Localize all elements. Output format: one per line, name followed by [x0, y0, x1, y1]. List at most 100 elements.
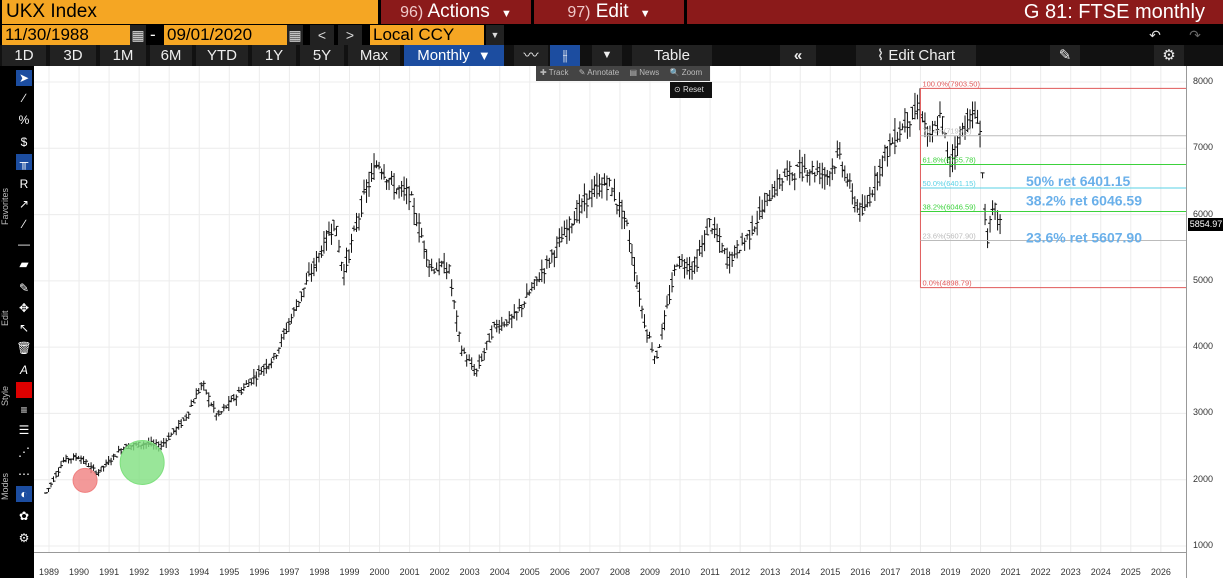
page-title: G 81: FTSE monthly — [687, 0, 1223, 24]
move-icon[interactable]: ✥ — [18, 301, 30, 315]
chart-mode-popup: ✚ Track ✎ Annotate ▤ News 🔍 Zoom — [536, 66, 710, 81]
period-ytd-button[interactable]: YTD — [196, 45, 248, 66]
fib-level-label: 0.0%(4898.79) — [922, 279, 972, 288]
text-style-icon[interactable]: A — [19, 363, 28, 377]
chevron-down-icon[interactable]: ▼ — [592, 45, 622, 66]
modes-section-label: Modes — [0, 472, 10, 500]
line-chart-icon[interactable]: 〰 — [514, 45, 548, 66]
redo-icon[interactable]: ↷ — [1180, 25, 1210, 45]
annotation-text: 23.6% ret 5607.90 — [1026, 230, 1142, 246]
chart-settings-icon: ⌇ — [876, 47, 889, 64]
period-6m-button[interactable]: 6M — [150, 45, 192, 66]
chevron-down-icon[interactable]: ▼ — [486, 25, 504, 45]
ray-tool-icon[interactable]: ∕ — [22, 217, 25, 231]
period-5y-button[interactable]: 5Y — [300, 45, 344, 66]
collapse-left-icon[interactable]: « — [780, 45, 816, 66]
chevron-down-icon: ▼ — [477, 48, 491, 63]
annotate-mode[interactable]: ✎ Annotate — [578, 68, 620, 77]
trendline-tool-icon[interactable]: ↗ — [18, 197, 30, 211]
x-tick-label: 1994 — [189, 567, 210, 577]
price-chart[interactable]: 100.0%(7903.50) 76.4%(7190.0) 61.8%(6755.7… — [34, 66, 1186, 552]
period-1m-button[interactable]: 1M — [100, 45, 146, 66]
x-tick-label: 1989 — [38, 567, 60, 577]
y-tick-label: 3000 — [1193, 407, 1214, 418]
date-range-bar: 11/30/1988 ▦ - 09/01/2020 ▦ < > Local CC… — [0, 24, 1223, 45]
y-tick-label: 1000 — [1193, 540, 1214, 550]
period-3d-button[interactable]: 3D — [50, 45, 96, 66]
line-style-icon[interactable]: ☰ — [18, 423, 30, 437]
x-tick-label: 2005 — [519, 567, 540, 577]
line-width-icon[interactable]: ≡ — [20, 403, 28, 417]
x-tick-label: 2000 — [369, 567, 390, 577]
prev-arrow-icon[interactable]: < — [310, 25, 334, 45]
reset-button[interactable]: ⊙ Reset — [670, 82, 712, 98]
x-tick-label: 1996 — [249, 567, 270, 577]
x-tick-label: 1995 — [219, 567, 240, 577]
annotation-text: 38.2% ret 6046.59 — [1026, 192, 1142, 208]
bar-chart-icon[interactable]: ⫲ — [550, 45, 580, 66]
settings-icon[interactable]: ⚙ — [18, 531, 30, 545]
period-1y-button[interactable]: 1Y — [252, 45, 296, 66]
undo-icon[interactable]: ↶ — [1140, 25, 1170, 45]
channel-tool-icon[interactable]: ▰ — [19, 257, 29, 271]
edit-chart-button[interactable]: ⌇ Edit Chart — [856, 45, 976, 66]
calendar-icon[interactable]: ▦ — [287, 25, 303, 45]
chevron-down-icon: ▼ — [501, 8, 512, 20]
snap-icon[interactable]: ⋯ — [18, 467, 30, 481]
percent-tool-icon[interactable]: % — [18, 113, 30, 127]
pencil-icon[interactable]: ✎ — [1050, 45, 1080, 66]
x-tick-label: 2021 — [1000, 567, 1021, 577]
x-tick-label: 2016 — [850, 567, 871, 577]
zoom-mode[interactable]: 🔍 Zoom — [669, 68, 703, 77]
edit-num: 97) — [567, 4, 591, 21]
draw-tool-icon[interactable]: ✎ — [18, 281, 30, 295]
end-date-field[interactable]: 09/01/2020 — [164, 25, 287, 45]
select-icon[interactable]: ↖ — [18, 321, 30, 335]
period-1d-button[interactable]: 1D — [2, 45, 46, 66]
chart-plot-area[interactable]: 100.0%(7903.50) 76.4%(7190.0) 61.8%(6755.7… — [34, 66, 1186, 552]
retracement-tool-icon[interactable]: ╥ — [16, 154, 32, 170]
track-mode[interactable]: ✚ Track — [540, 68, 569, 77]
x-tick-label: 1991 — [99, 567, 120, 577]
drawing-tools-panel: Favorites Edit Style Modes ➤ ∕ % $ ╥ R ↗… — [0, 66, 34, 578]
annotation-text: 50% ret 6401.15 — [1026, 173, 1131, 189]
r-tool-icon[interactable]: R — [19, 177, 29, 191]
x-tick-label: 2007 — [579, 567, 600, 577]
y-tick-label: 8000 — [1193, 76, 1214, 86]
fib-level-label: 23.6%(5607.90) — [922, 232, 976, 241]
start-date-field[interactable]: 11/30/1988 — [2, 25, 130, 45]
reset-icon: ⊙ — [674, 85, 681, 94]
table-button[interactable]: Table — [632, 45, 712, 66]
palette-icon[interactable]: ✿ — [18, 509, 30, 523]
color-swatch-icon[interactable] — [16, 382, 32, 398]
currency-field[interactable]: Local CCY — [370, 25, 484, 45]
frequency-label: Monthly — [417, 47, 470, 64]
x-tick-label: 2009 — [639, 567, 661, 577]
x-tick-label: 2017 — [880, 567, 901, 577]
favorites-section-label: Favorites — [0, 187, 10, 225]
gear-icon[interactable]: ⚙ — [1154, 45, 1184, 66]
news-mode[interactable]: ▤ News — [629, 68, 660, 77]
next-arrow-icon[interactable]: > — [338, 25, 362, 45]
edit-button[interactable]: 97) Edit ▼ — [534, 0, 684, 24]
crosshair-icon[interactable]: ⋰ — [18, 445, 30, 459]
actions-button[interactable]: 96) Actions ▼ — [381, 0, 531, 24]
fib-tool-icon[interactable]: $ — [20, 135, 28, 149]
x-tick-label: 2010 — [670, 567, 691, 577]
calendar-icon[interactable]: ▦ — [130, 25, 146, 45]
period-max-button[interactable]: Max — [348, 45, 400, 66]
y-tick-label: 4000 — [1193, 341, 1214, 352]
frequency-dropdown[interactable]: Monthly ▼ — [404, 45, 504, 66]
line-tool-icon[interactable]: ∕ — [22, 91, 25, 105]
green-circle — [119, 439, 165, 485]
x-tick-label: 2012 — [730, 567, 751, 577]
hline-tool-icon[interactable]: — — [18, 237, 30, 251]
security-field[interactable]: UKX Index — [2, 0, 378, 24]
news-label: News — [639, 68, 660, 77]
x-tick-label: 2020 — [970, 567, 991, 577]
pointer-icon[interactable]: ➤ — [16, 70, 32, 86]
x-tick-label: 2024 — [1090, 567, 1111, 577]
x-tick-label: 2013 — [760, 567, 781, 577]
trash-icon[interactable]: 🗑 — [16, 341, 32, 355]
magnet-icon[interactable]: ◐ — [16, 486, 32, 502]
